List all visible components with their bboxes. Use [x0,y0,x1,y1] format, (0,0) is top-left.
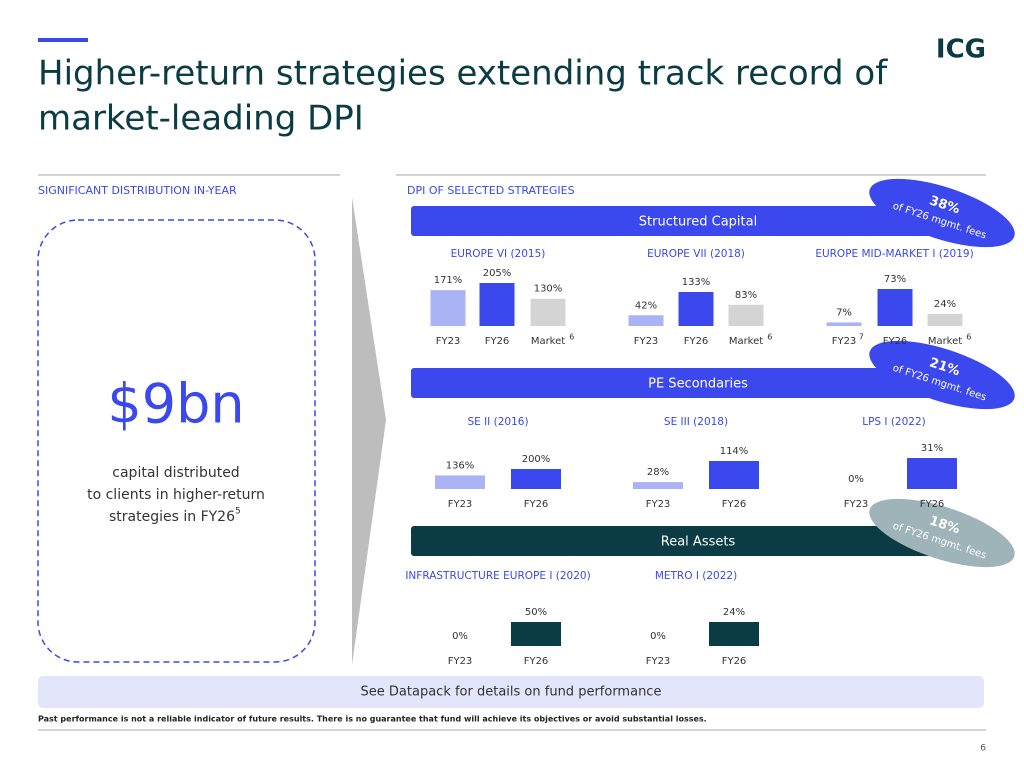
data-label: 0% [848,474,864,485]
chart-title: EUROPE VII (2018) [647,248,745,260]
footnote-ref: 5 [235,507,241,517]
section-banner [411,206,986,236]
data-label: 42% [635,300,657,311]
data-label: 24% [723,607,745,618]
bar [511,469,561,489]
data-label: 0% [452,631,468,642]
panel-text: strategies in FY26 [109,509,235,525]
data-label: 136% [446,460,475,471]
x-tick-label: FY26 [524,656,549,667]
amount: $9bn [107,373,244,436]
bar [633,482,683,489]
data-label: 200% [522,454,551,465]
left-heading: SIGNIFICANT DISTRIBUTION IN-YEAR [38,184,237,197]
data-label: 114% [720,446,749,457]
highlight-panel [37,219,316,663]
data-label: 50% [525,607,547,618]
logo: ICG [936,35,986,65]
x-tick-label: FY26 [722,656,747,667]
bar [678,292,714,326]
section-title: Real Assets [661,535,736,550]
chart-title: LPS I (2022) [862,416,926,428]
data-label: 133% [682,277,711,288]
disclaimer: Past performance is not a reliable indic… [38,715,707,724]
data-label: 24% [934,299,956,310]
data-label: 7% [836,307,852,318]
bar [628,315,664,326]
bar [511,622,561,646]
bar [826,322,862,326]
section-title: Structured Capital [639,215,757,230]
page-number: 6 [980,744,986,754]
data-label: 130% [534,284,563,295]
note-box [38,676,984,708]
chart-title: EUROPE VI (2015) [451,248,546,260]
badge-shape [869,498,1015,568]
chevron [352,197,386,665]
x-tick-label: FY23 [832,336,857,347]
badge: 21%of FY26 mgmt. fees [869,340,1015,410]
x-tick-label: FY23 [646,499,671,510]
x-tick-label: FY23 [634,336,659,347]
bar [709,461,759,489]
chart-title: SE II (2016) [467,416,528,428]
bar [430,290,466,326]
footnote-ref: 6 [767,333,772,342]
badge: 38%of FY26 mgmt. fees [869,178,1015,248]
panel-text: to clients in higher-return [87,487,265,503]
footnote-ref: 7 [859,333,864,342]
data-label: 28% [647,467,669,478]
bar [435,475,485,489]
bar [877,289,913,326]
bar [530,298,566,326]
chart-title: EUROPE MID-MARKET I (2019) [815,248,973,260]
section-banner [411,368,986,398]
x-tick-label: FY26 [485,336,510,347]
chart-title: SE III (2018) [664,416,728,428]
x-tick-label: FY26 [684,336,709,347]
data-label: 171% [434,275,463,286]
title-line: Higher-return strategies extending track… [38,54,888,94]
x-tick-label: FY26 [920,499,945,510]
data-label: 73% [884,274,906,285]
x-tick-label: FY23 [646,656,671,667]
title-line: market-leading DPI [38,99,364,139]
section-banner [411,526,986,556]
data-label: 0% [650,631,666,642]
bar [479,283,515,326]
bar [927,313,963,326]
right-heading: DPI OF SELECTED STRATEGIES [407,184,575,197]
x-tick-label: FY23 [448,656,473,667]
x-tick-label: FY23 [844,499,869,510]
bar [709,622,759,646]
footnote-ref: 6 [966,333,971,342]
x-tick-label: FY23 [448,499,473,510]
chart-title: METRO I (2022) [655,570,737,582]
x-tick-label: FY26 [883,336,908,347]
x-tick-label: FY26 [524,499,549,510]
note-text: See Datapack for details on fund perform… [361,685,662,700]
footnote-ref: 6 [569,333,574,342]
section-title: PE Secondaries [648,377,748,392]
x-tick-label: FY23 [436,336,461,347]
badge-shape [869,178,1015,248]
bar [907,458,957,489]
data-label: 205% [483,268,512,279]
data-label: 83% [735,290,757,301]
x-tick-label: FY26 [722,499,747,510]
x-tick-label: Market [928,336,962,347]
accent-bar [38,38,88,42]
x-tick-label: Market [729,336,763,347]
data-label: 31% [921,443,943,454]
bar [728,304,764,326]
badge-shape [869,340,1015,410]
panel-text: capital distributed [112,465,239,481]
x-tick-label: Market [531,336,565,347]
chart-title: INFRASTRUCTURE EUROPE I (2020) [405,570,590,582]
